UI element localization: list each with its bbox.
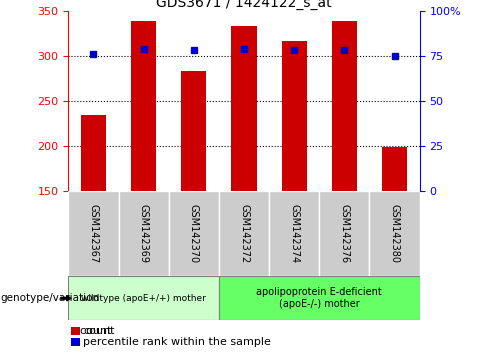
Text: GSM142380: GSM142380 (389, 204, 400, 263)
Title: GDS3671 / 1424122_s_at: GDS3671 / 1424122_s_at (156, 0, 332, 10)
Bar (332, 22, 357, 191)
Bar (68, 191, 119, 276)
Bar (269, 191, 319, 276)
Bar (131, 22, 156, 191)
Bar (169, 191, 219, 276)
Text: GSM142367: GSM142367 (88, 204, 99, 263)
Text: apolipoprotein E-deficient
(apoE-/-) mother: apolipoprotein E-deficient (apoE-/-) mot… (256, 287, 382, 309)
Text: GSM142376: GSM142376 (339, 204, 349, 263)
Bar (219, 191, 269, 276)
Text: genotype/variation: genotype/variation (0, 293, 100, 303)
Bar (319, 191, 369, 276)
Bar (81, 115, 106, 191)
Text: wildtype (apoE+/+) mother: wildtype (apoE+/+) mother (81, 294, 206, 303)
Bar (119, 191, 169, 276)
Text: GSM142370: GSM142370 (189, 204, 199, 263)
Bar (181, 71, 206, 191)
Bar (231, 26, 257, 191)
Text: percentile rank within the sample: percentile rank within the sample (83, 337, 271, 347)
Text: count: count (83, 326, 115, 336)
Bar (369, 191, 420, 276)
Text: GSM142369: GSM142369 (139, 204, 149, 263)
Bar (68, 276, 219, 320)
Bar (282, 41, 307, 191)
Bar (219, 276, 420, 320)
Text: GSM142372: GSM142372 (239, 204, 249, 263)
Bar (382, 147, 407, 191)
Text: count: count (73, 326, 112, 336)
Text: GSM142374: GSM142374 (289, 204, 299, 263)
